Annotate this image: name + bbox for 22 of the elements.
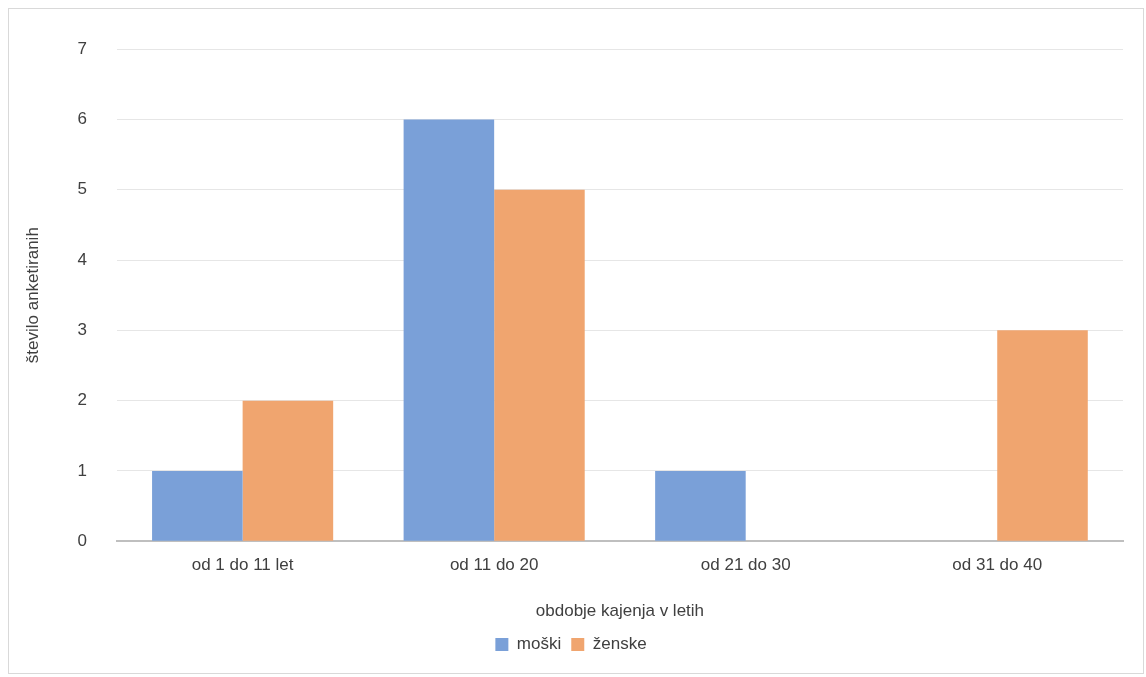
y-tick-label: 5: [77, 179, 87, 199]
bar: [997, 330, 1088, 541]
y-tick-label: 4: [77, 249, 87, 269]
bar: [403, 119, 495, 541]
bar: [655, 470, 746, 541]
y-axis-title: število anketiranih: [22, 227, 42, 364]
y-tick-label: 0: [77, 530, 87, 550]
y-tick-label: 3: [77, 320, 87, 340]
x-tick-label: od 1 do 11 let: [191, 555, 294, 575]
x-tick-label: od 21 do 30: [700, 555, 791, 575]
bar: [494, 189, 585, 541]
y-tick-label: 7: [77, 38, 87, 58]
y-tick-label: 6: [77, 109, 87, 129]
bar: [242, 400, 334, 541]
y-tick-label: 1: [77, 460, 87, 480]
y-tick-label: 2: [77, 390, 87, 410]
legend-label: ženske: [592, 634, 647, 654]
x-tick-label: od 31 do 40: [952, 555, 1043, 575]
x-axis-title: obdobje kajenja v letih: [535, 601, 705, 621]
x-tick-label: od 11 do 20: [449, 555, 539, 575]
legend-label: moški: [516, 634, 562, 654]
bar: [152, 470, 243, 541]
